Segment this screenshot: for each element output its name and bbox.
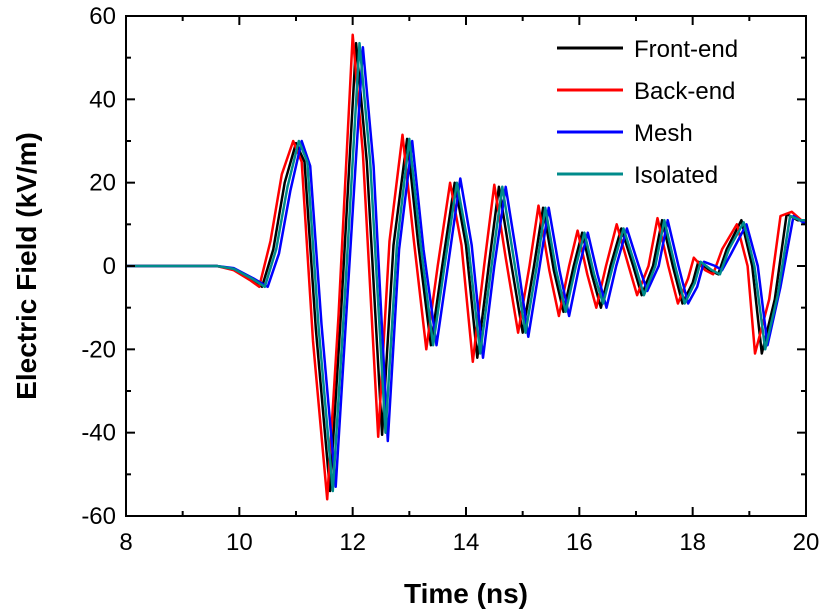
y-tick-label: 20 xyxy=(89,170,116,197)
x-tick-label: 10 xyxy=(226,529,253,556)
x-tick-label: 20 xyxy=(793,529,820,556)
series-line-front-end xyxy=(126,41,806,493)
y-axis-label: Electric Field (kV/m) xyxy=(11,132,42,400)
x-tick-label: 14 xyxy=(453,529,480,556)
y-tick-label: -40 xyxy=(81,420,116,447)
y-tick-label: -20 xyxy=(81,336,116,363)
legend-entry: Isolated xyxy=(634,162,718,189)
series-line-isolated xyxy=(126,41,806,493)
series-layer xyxy=(126,33,806,501)
x-axis-label: Time (ns) xyxy=(404,578,528,609)
x-tick-label: 16 xyxy=(566,529,593,556)
y-tick-label: 60 xyxy=(89,3,116,30)
legend-entry: Mesh xyxy=(634,120,693,147)
y-tick-label: 0 xyxy=(103,253,116,280)
x-tick-label: 12 xyxy=(339,529,366,556)
ticks-layer: 8 10 12 14 16 18 20 -60 -40 -20 0 20 40 60 xyxy=(81,3,819,556)
y-tick-label: -60 xyxy=(81,503,116,530)
x-tick-label: 8 xyxy=(119,529,132,556)
x-tick-label: 18 xyxy=(679,529,706,556)
legend-entry: Front-end xyxy=(634,36,738,63)
series-line-mesh xyxy=(126,46,806,489)
legend-entry: Back-end xyxy=(634,78,735,105)
y-tick-label: 40 xyxy=(89,86,116,113)
legend: Front-end Back-end Mesh Isolated xyxy=(557,36,738,189)
series-line-back-end xyxy=(126,33,806,501)
